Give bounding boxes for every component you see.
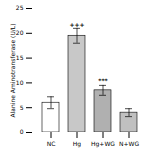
svg-text:+++: +++ [69, 21, 84, 28]
svg-text:Hg+WG: Hg+WG [91, 140, 115, 148]
svg-text:***: *** [98, 77, 108, 84]
svg-text:10: 10 [16, 79, 24, 86]
svg-text:N+WG: N+WG [119, 140, 139, 147]
svg-text:0: 0 [20, 128, 24, 135]
svg-text:25: 25 [16, 4, 24, 11]
svg-text:NC: NC [47, 140, 56, 147]
svg-text:20: 20 [16, 29, 24, 36]
svg-text:Hg: Hg [73, 140, 82, 148]
svg-text:Alanine Aminotransferase (U/L): Alanine Aminotransferase (U/L) [9, 24, 16, 118]
svg-text:15: 15 [16, 54, 24, 61]
svg-text:5: 5 [20, 104, 24, 111]
